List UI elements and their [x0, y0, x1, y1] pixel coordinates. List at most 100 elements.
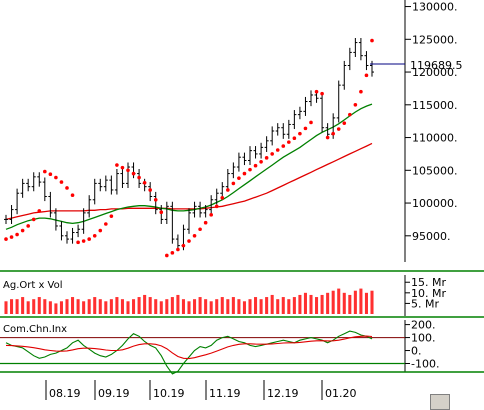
cci-panel-title: Com.Chn.Inx: [3, 324, 67, 335]
sar-point: [87, 237, 91, 241]
price-y-tick-label: 100000.: [412, 197, 458, 210]
sar-point: [203, 220, 208, 225]
sar-point: [281, 144, 286, 148]
price-bars-series: [4, 37, 374, 251]
sar-point: [81, 239, 86, 243]
sar-point: [115, 163, 119, 167]
sar-point: [170, 251, 175, 255]
sar-point: [242, 171, 247, 176]
sar-point: [9, 235, 14, 239]
volume-bar: [276, 299, 280, 314]
volume-bar: [242, 301, 246, 314]
sar-point: [309, 120, 313, 125]
volume-bar: [237, 299, 241, 314]
sar-point: [98, 228, 103, 233]
sar-point: [26, 224, 30, 228]
volume-bar: [342, 292, 346, 314]
x-tick-label: 01.20: [325, 387, 357, 400]
sar-point: [165, 253, 169, 258]
price-y-tick-label: 120000.: [412, 66, 458, 79]
volume-bar: [65, 299, 69, 314]
volume-bar: [115, 297, 119, 314]
cci-signal-line: [5, 335, 373, 360]
sar-point: [92, 234, 97, 238]
volume-bar: [270, 294, 274, 314]
volume-bar: [187, 301, 191, 314]
volume-bar: [71, 297, 75, 314]
sar-point: [137, 175, 141, 180]
volume-bar: [43, 299, 47, 314]
x-tick-label: 12.19: [267, 387, 299, 400]
price-y-tick-label: 130000.: [412, 1, 458, 14]
volume-bar: [170, 297, 174, 314]
sar-point: [54, 175, 58, 180]
volume-bar: [215, 299, 219, 314]
sar-point: [159, 210, 164, 215]
x-tick-label: 09.19: [98, 387, 130, 400]
x-tick-label: 08.19: [49, 387, 81, 400]
sar-point: [253, 163, 258, 168]
volume-bar: [165, 299, 169, 314]
price-y-ticks: 95000. 100000. 105000. 110000. 115000. 120000…: [405, 1, 458, 243]
sar-point: [214, 204, 219, 209]
sar-point: [336, 127, 341, 131]
volume-bar: [259, 299, 263, 314]
volume-bar: [353, 290, 357, 314]
volume-bar: [309, 294, 313, 314]
cci-y-tick-label: -100.: [411, 358, 439, 371]
sar-point: [65, 186, 69, 190]
volume-bar: [21, 297, 25, 314]
volume-bar: [126, 301, 130, 314]
x-axis: 08.19 09.19 10.19 11.19 12.19 01.20: [45, 380, 357, 400]
volume-bar: [326, 292, 330, 314]
volume-bar: [265, 297, 269, 314]
price-y-tick-label: 105000.: [412, 164, 458, 177]
volume-bar: [48, 301, 52, 314]
sar-point: [325, 135, 330, 140]
volume-bar: [320, 294, 324, 314]
sar-point: [248, 167, 252, 172]
volume-bar: [331, 290, 335, 314]
volume-bar: [37, 297, 41, 314]
sar-point: [348, 112, 352, 117]
cci-y-tick-label: 100.: [411, 332, 436, 345]
volume-bar: [132, 299, 136, 314]
sar-point: [226, 188, 230, 192]
sar-point: [275, 148, 280, 152]
volume-y-tick-label: 5. Mr: [411, 297, 439, 310]
volume-bar: [281, 297, 285, 314]
price-y-tick-label: 110000.: [412, 132, 458, 145]
sar-point: [104, 222, 108, 226]
volume-bar: [87, 299, 91, 314]
volume-bar: [104, 301, 108, 314]
volume-bar: [231, 297, 235, 314]
volume-bar: [159, 301, 163, 314]
sar-point: [181, 243, 186, 248]
volume-bar: [82, 301, 86, 314]
price-y-tick-label: 115000.: [412, 99, 458, 112]
volume-bar: [370, 290, 374, 314]
volume-bar: [154, 299, 158, 314]
sar-point: [131, 171, 136, 176]
sar-point: [220, 196, 225, 200]
volume-bar: [148, 297, 152, 314]
sar-point: [303, 126, 308, 131]
sar-point: [176, 247, 180, 252]
volume-bar: [337, 288, 341, 314]
volume-bar: [198, 297, 202, 314]
volume-bar: [348, 294, 352, 314]
volume-bar: [248, 299, 252, 314]
sar-point: [259, 159, 263, 164]
cci-y-tick-label: 0.: [411, 345, 422, 358]
sar-point: [342, 121, 347, 125]
chart-corner-button[interactable]: [430, 394, 450, 410]
sar-point: [15, 232, 19, 237]
sar-point: [298, 131, 302, 136]
sar-point: [198, 227, 202, 232]
sar-point: [70, 193, 75, 197]
volume-bar: [226, 299, 230, 314]
volume-panel-title: Ag.Ort x Vol: [3, 280, 63, 291]
volume-bar: [298, 294, 302, 314]
